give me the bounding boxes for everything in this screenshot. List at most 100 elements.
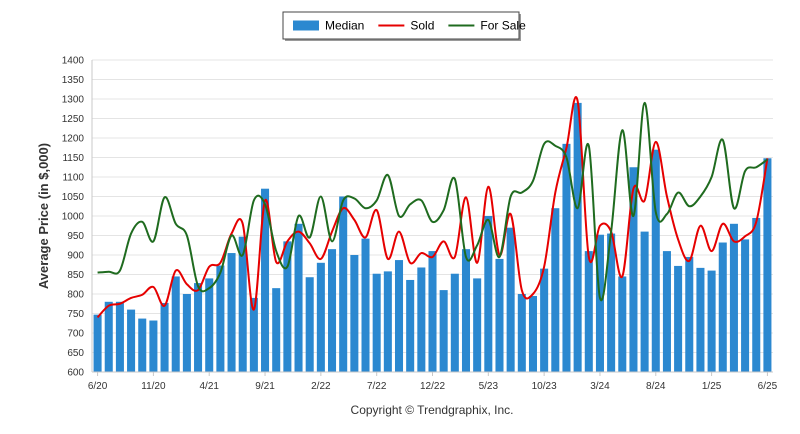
median-bar bbox=[104, 301, 113, 372]
median-bar bbox=[316, 262, 325, 372]
y-tick-label: 600 bbox=[67, 368, 84, 379]
x-tick-label: 3/24 bbox=[590, 381, 610, 392]
median-bar bbox=[752, 217, 761, 372]
legend: Median Sold For Sale bbox=[282, 11, 526, 41]
median-bar bbox=[763, 158, 772, 372]
median-bar bbox=[149, 320, 158, 372]
legend-label-for-sale: For Sale bbox=[480, 19, 526, 33]
legend-swatch-median bbox=[293, 20, 319, 31]
for-sale-line bbox=[97, 101, 769, 302]
median-bar bbox=[216, 265, 225, 372]
median-bar bbox=[674, 265, 683, 372]
price-lines bbox=[96, 96, 769, 319]
y-tick-label: 1250 bbox=[62, 114, 85, 125]
median-bar bbox=[182, 294, 191, 372]
median-bar bbox=[718, 242, 727, 372]
median-bar bbox=[506, 227, 515, 372]
median-bar bbox=[127, 309, 136, 372]
y-tick-label: 1000 bbox=[62, 212, 85, 223]
x-tick-label: 4/21 bbox=[199, 381, 219, 392]
y-tick-label: 1200 bbox=[62, 134, 85, 145]
median-bar bbox=[741, 239, 750, 372]
median-bar bbox=[361, 238, 370, 372]
median-bar bbox=[573, 102, 582, 373]
median-bar bbox=[562, 143, 571, 372]
median-bars bbox=[93, 102, 772, 373]
x-tick-labels: 6/20 11/20 4/21 9/21 2/22 7/22 12/22 5/23 10/23 3… bbox=[88, 372, 778, 392]
median-bar bbox=[115, 301, 124, 372]
median-bar bbox=[194, 283, 203, 372]
median-bar bbox=[640, 231, 649, 372]
y-tick-label: 750 bbox=[67, 309, 84, 320]
x-tick-label: 1/25 bbox=[702, 381, 722, 392]
y-tick-label: 950 bbox=[67, 231, 84, 242]
x-tick-label: 5/23 bbox=[479, 381, 499, 392]
median-bar bbox=[595, 234, 604, 372]
y-tick-label: 1150 bbox=[62, 153, 84, 164]
x-tick-label: 7/22 bbox=[367, 381, 387, 392]
median-bar bbox=[138, 318, 147, 372]
median-bar bbox=[729, 223, 738, 372]
y-tick-label: 1300 bbox=[62, 95, 85, 106]
median-bar bbox=[283, 241, 292, 372]
median-bar bbox=[171, 276, 180, 372]
median-bar bbox=[528, 295, 537, 372]
median-bar bbox=[249, 297, 258, 372]
median-bar bbox=[160, 302, 169, 372]
median-bar bbox=[383, 271, 392, 372]
median-bar bbox=[607, 233, 616, 372]
median-bar bbox=[394, 260, 404, 372]
y-tick-label: 700 bbox=[67, 329, 84, 340]
median-bar bbox=[584, 251, 593, 372]
median-bar bbox=[540, 268, 549, 372]
y-tick-labels: 600 650 700 750 800 850 900 950 1000 1050 1100 1150… bbox=[62, 56, 85, 379]
y-tick-label: 1100 bbox=[62, 173, 84, 184]
median-bar bbox=[450, 273, 459, 372]
median-bar bbox=[428, 251, 437, 372]
median-bar bbox=[305, 277, 314, 372]
y-axis-title: Average Price (in $,000) bbox=[36, 143, 51, 289]
median-bar bbox=[629, 167, 638, 372]
median-bar bbox=[328, 249, 337, 372]
x-tick-label: 2/22 bbox=[311, 381, 331, 392]
median-bar bbox=[707, 270, 716, 372]
y-tick-label: 900 bbox=[67, 251, 84, 262]
x-tick-label: 9/21 bbox=[255, 381, 275, 392]
median-bar bbox=[238, 236, 247, 372]
median-bar bbox=[651, 149, 660, 372]
median-bar bbox=[517, 294, 526, 372]
median-bar bbox=[406, 279, 415, 372]
median-bar bbox=[205, 278, 214, 372]
x-tick-label: 6/25 bbox=[758, 381, 778, 392]
y-tick-label: 1350 bbox=[62, 75, 85, 86]
legend-label-median: Median bbox=[325, 19, 364, 33]
x-tick-label: 10/23 bbox=[532, 381, 557, 392]
copyright-annotation: Copyright © Trendgraphix, Inc. bbox=[351, 403, 514, 417]
y-tick-label: 650 bbox=[67, 348, 84, 359]
sold-line bbox=[96, 96, 769, 319]
median-bar bbox=[461, 249, 471, 372]
median-bar bbox=[439, 290, 448, 372]
y-tick-label: 1050 bbox=[62, 192, 85, 203]
median-bar bbox=[618, 276, 627, 372]
x-tick-label: 6/20 bbox=[88, 381, 108, 392]
x-tick-label: 8/24 bbox=[646, 381, 666, 392]
y-tick-label: 800 bbox=[67, 290, 84, 301]
median-bar bbox=[685, 256, 694, 372]
median-bar bbox=[372, 273, 381, 372]
x-tick-label: 12/22 bbox=[420, 381, 445, 392]
median-bar bbox=[272, 288, 281, 372]
median-bar bbox=[261, 188, 270, 372]
median-bar bbox=[473, 278, 482, 372]
median-bar bbox=[294, 223, 303, 372]
median-bar bbox=[339, 196, 348, 372]
legend-label-sold: Sold bbox=[410, 19, 434, 33]
median-bar bbox=[551, 208, 560, 372]
median-bar bbox=[227, 253, 236, 372]
y-tick-label: 1400 bbox=[62, 56, 85, 67]
median-bar bbox=[484, 216, 493, 372]
y-tick-label: 850 bbox=[67, 270, 84, 281]
median-bar bbox=[350, 255, 359, 372]
